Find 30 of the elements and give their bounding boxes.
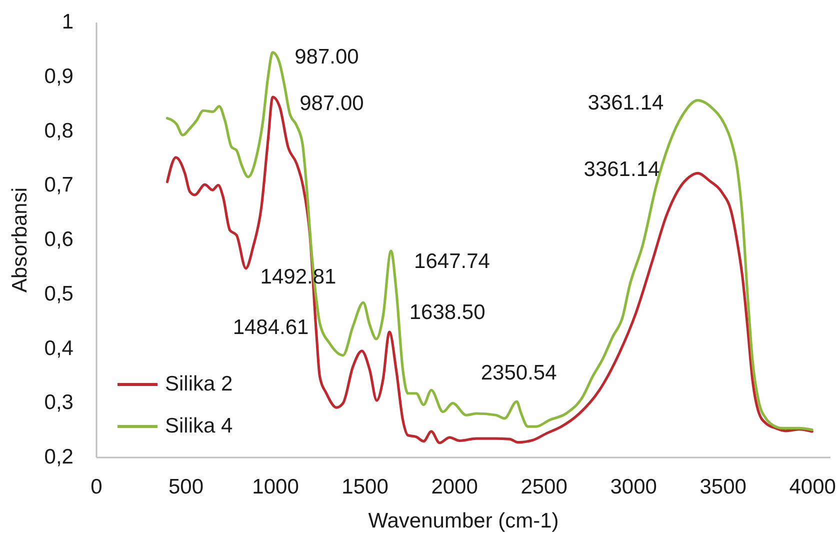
- y-tick-label: 0,7: [44, 174, 74, 197]
- y-tick-label: 0,3: [44, 391, 74, 414]
- y-tick-label: 0,2: [44, 446, 74, 468]
- annotation: 1647.74: [414, 250, 490, 273]
- y-tick-label: 0,6: [44, 228, 74, 251]
- annotation: 2350.54: [480, 362, 558, 385]
- legend-label: Silika 4: [165, 414, 234, 438]
- y-tick-label: 0,8: [44, 119, 74, 142]
- x-axis-title: Wavenumber (cm-1): [368, 510, 559, 532]
- x-tick-label: 4000: [789, 476, 836, 498]
- y-tick-label: 0,9: [44, 64, 74, 88]
- y-tick-label: 0,5: [44, 282, 74, 306]
- x-tick-label: 1000: [252, 476, 299, 498]
- annotation: 987.00: [300, 92, 364, 116]
- annotation: 3361.14: [588, 91, 664, 114]
- x-tick-label: 500: [168, 476, 204, 498]
- x-tick-label: 2500: [520, 476, 568, 498]
- annotation: 987.00: [294, 45, 359, 68]
- y-tick-label: 1: [62, 10, 74, 34]
- annotation: 3361.14: [584, 158, 660, 182]
- annotation: 1484.61: [232, 316, 309, 339]
- x-tick-label: 2000: [431, 476, 478, 498]
- x-tick-label: 0: [90, 476, 102, 498]
- legend-label: Silika 2: [165, 372, 233, 396]
- annotation: 1638.50: [409, 300, 486, 324]
- y-tick-label: 0,4: [44, 336, 74, 360]
- x-tick-label: 3000: [610, 476, 657, 498]
- y-axis-title: Absorbansi: [8, 187, 32, 293]
- x-tick-label: 1500: [342, 476, 388, 498]
- x-tick-label: 3500: [700, 476, 746, 498]
